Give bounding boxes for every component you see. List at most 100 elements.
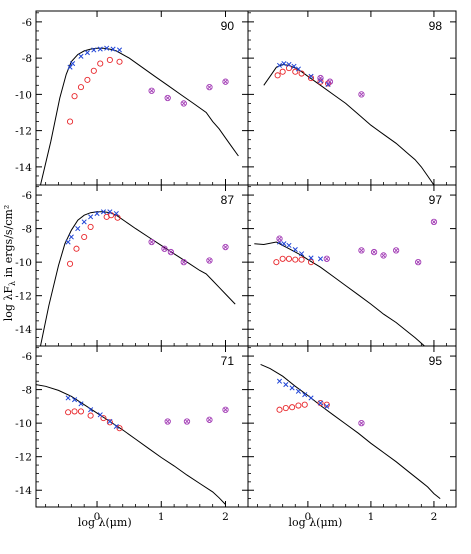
optical-point <box>308 73 314 79</box>
observed-point <box>292 256 299 263</box>
iras-point <box>180 100 187 107</box>
observed-point <box>87 223 94 230</box>
panel-frame <box>35 345 249 508</box>
optical-point <box>116 47 123 53</box>
observed-point <box>100 415 107 422</box>
iras-point <box>358 419 365 427</box>
observed-point <box>90 67 97 74</box>
iras-point <box>148 87 155 94</box>
iras-point <box>323 255 330 262</box>
y-tick-label: -6 <box>22 351 33 363</box>
observed-point <box>273 259 280 266</box>
observed-point <box>73 245 80 252</box>
optical-point <box>67 64 73 70</box>
panel-label: 97 <box>429 193 443 207</box>
x-tick-label: 2 <box>222 511 229 523</box>
optical-point <box>65 239 71 245</box>
optical-point <box>286 242 292 248</box>
iras-point <box>164 94 171 102</box>
observed-point <box>77 84 85 91</box>
x-tick-label: 1 <box>158 511 165 523</box>
optical-point <box>97 46 103 52</box>
observed-point <box>282 405 289 412</box>
observed-point <box>295 402 302 409</box>
model-sed-line <box>254 241 425 346</box>
iras-point <box>206 257 213 264</box>
observed-point <box>324 80 332 87</box>
observed-point <box>87 412 94 419</box>
observed-point <box>116 425 123 432</box>
panel-frame <box>35 10 249 186</box>
observed-point <box>298 256 305 263</box>
observed-point <box>274 72 281 79</box>
observed-point <box>298 70 305 77</box>
x-tick-label: 0 <box>305 511 312 523</box>
y-axis-label: log λFλ in ergs/s/cm² <box>2 205 17 321</box>
model-sed-line <box>40 211 236 346</box>
optical-point <box>295 66 301 72</box>
y-tick-label: -6 <box>22 17 33 29</box>
panel-95: 0 1 2 95 <box>247 345 457 523</box>
iras-point <box>183 418 191 425</box>
iras-point <box>180 258 187 266</box>
observed-point <box>289 404 296 411</box>
optical-point <box>100 209 107 215</box>
model-sed-line <box>260 363 441 499</box>
optical-point <box>292 247 298 253</box>
observed-point <box>323 401 330 408</box>
optical-point <box>71 397 78 403</box>
panel-label: 87 <box>221 193 235 207</box>
observed-point <box>116 58 123 65</box>
observed-point <box>301 401 308 408</box>
observed-point <box>292 68 299 75</box>
observed-point <box>71 408 78 415</box>
iras-point <box>222 243 229 251</box>
observed-point <box>285 255 293 262</box>
x-tick-label: 0 <box>94 511 101 523</box>
y-tick-label: -12 <box>15 126 32 138</box>
optical-point <box>65 395 71 401</box>
optical-point <box>286 61 292 68</box>
optical-point <box>97 412 103 418</box>
observed-point <box>84 76 91 83</box>
observed-point <box>106 56 113 63</box>
iras-point <box>370 248 378 256</box>
y-tick-label: -10 <box>15 89 32 101</box>
optical-point <box>91 47 97 53</box>
optical-point <box>308 395 314 401</box>
optical-point <box>317 256 324 262</box>
optical-point <box>281 241 287 247</box>
iras-point <box>415 258 422 266</box>
observed-point <box>317 78 324 85</box>
optical-point <box>276 378 283 384</box>
model-sed-line <box>36 384 226 505</box>
optical-point <box>68 234 74 240</box>
iras-point <box>358 91 365 98</box>
optical-point <box>84 50 90 56</box>
iras-point <box>164 418 171 425</box>
panel-label: 98 <box>429 19 443 33</box>
observed-point <box>279 255 286 262</box>
panel-label: 95 <box>429 354 443 368</box>
optical-point <box>94 210 100 217</box>
iras-point <box>276 235 283 242</box>
optical-point <box>107 418 113 425</box>
iras-point <box>167 248 175 256</box>
optical-point <box>78 401 84 407</box>
optical-point <box>113 210 119 217</box>
observed-point <box>279 68 286 75</box>
optical-point <box>317 400 324 406</box>
panel-97: 97 <box>247 184 457 347</box>
x-tick-label: 2 <box>431 511 438 523</box>
optical-point <box>302 392 308 398</box>
y-tick-label: -12 <box>15 452 32 464</box>
iras-point <box>358 247 365 254</box>
observed-point <box>317 399 324 407</box>
iras-point <box>206 83 213 91</box>
optical-point <box>308 255 314 261</box>
optical-point <box>75 226 81 232</box>
observed-point <box>65 409 72 416</box>
iras-point <box>317 74 324 82</box>
optical-point <box>113 423 119 430</box>
